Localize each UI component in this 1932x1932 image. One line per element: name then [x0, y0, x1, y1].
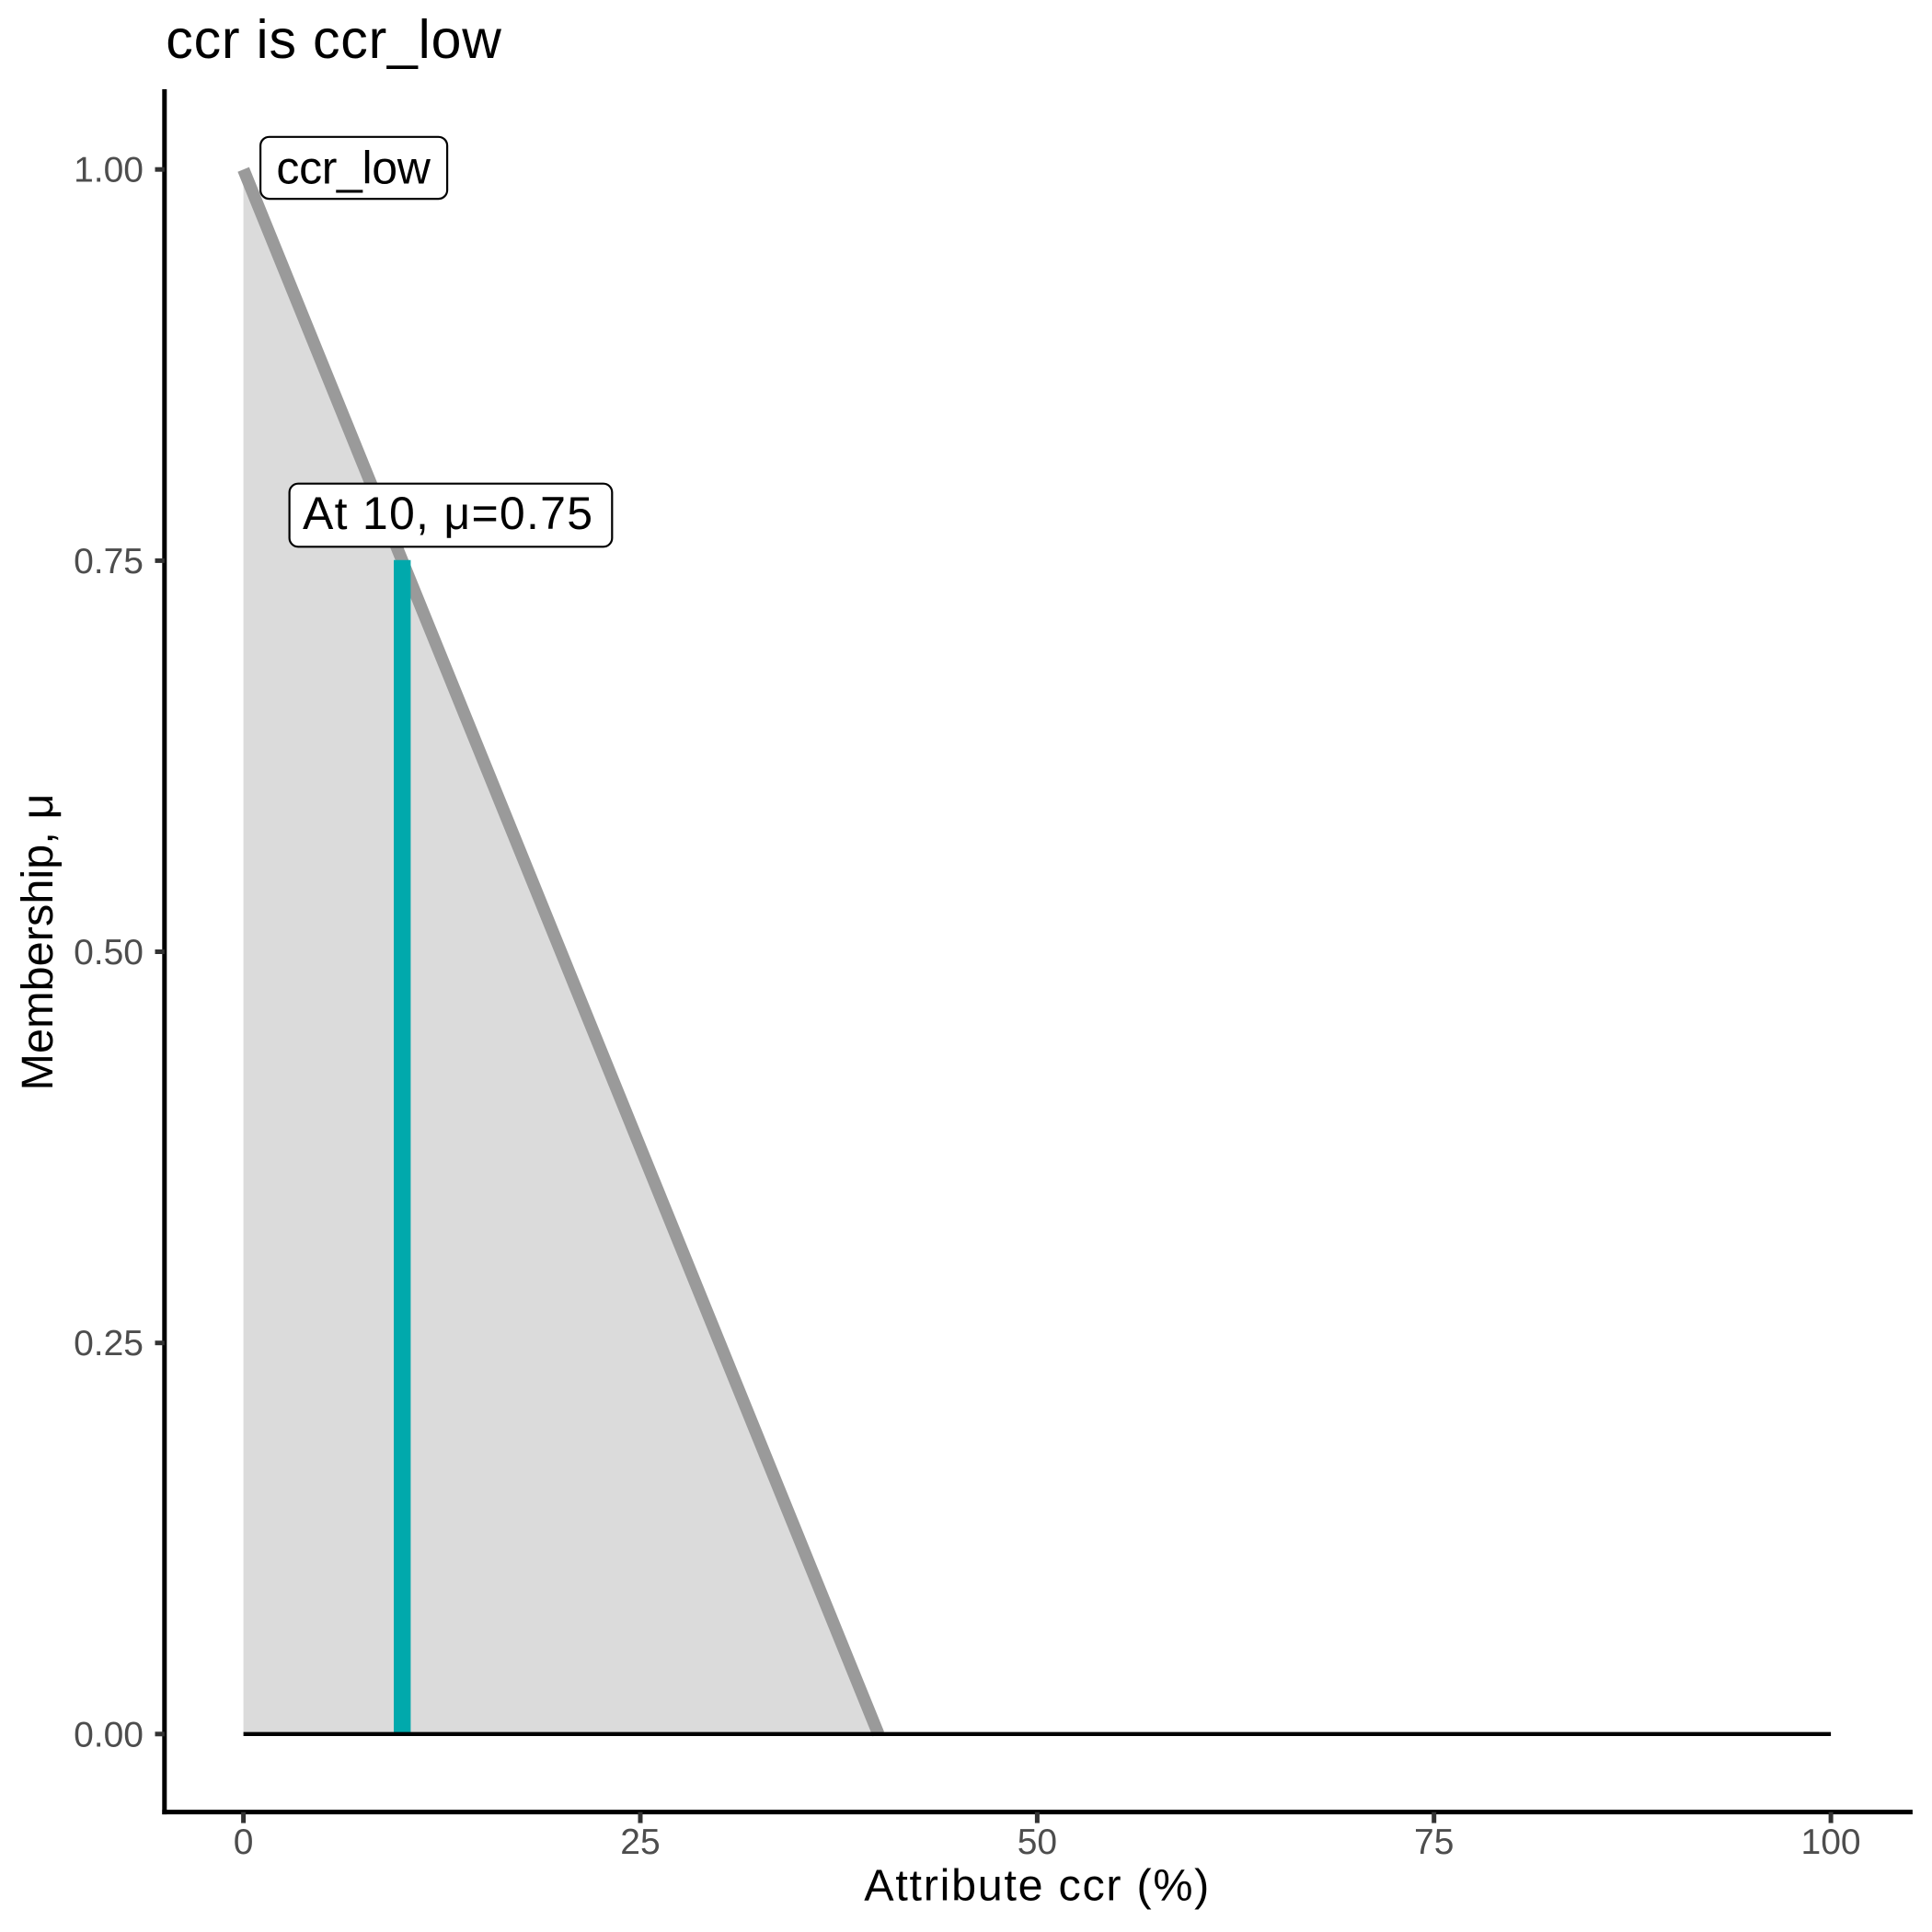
- svg-text:ccr is ccr_low: ccr is ccr_low: [166, 9, 501, 70]
- svg-text:25: 25: [620, 1823, 660, 1862]
- svg-text:At 10, μ=0.75: At 10, μ=0.75: [303, 488, 592, 539]
- svg-text:0.75: 0.75: [74, 542, 144, 581]
- svg-text:Membership, μ: Membership, μ: [13, 794, 63, 1091]
- svg-text:Attribute ccr (%): Attribute ccr (%): [864, 1860, 1209, 1910]
- svg-text:0.25: 0.25: [74, 1324, 144, 1363]
- svg-text:0.50: 0.50: [74, 933, 144, 972]
- svg-text:50: 50: [1018, 1823, 1057, 1862]
- svg-text:100: 100: [1801, 1823, 1861, 1862]
- svg-text:0: 0: [234, 1823, 254, 1862]
- svg-text:1.00: 1.00: [74, 151, 144, 190]
- svg-text:0.00: 0.00: [74, 1715, 144, 1754]
- svg-text:ccr_low: ccr_low: [276, 142, 431, 193]
- svg-text:75: 75: [1414, 1823, 1454, 1862]
